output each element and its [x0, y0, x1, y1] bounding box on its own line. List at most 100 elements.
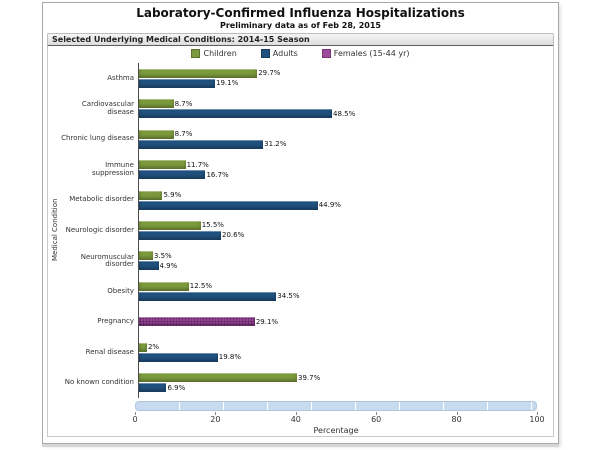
- chart-row: Metabolic disorder 5.9% 44.9%: [61, 184, 537, 216]
- bar-value-label: 16.7%: [206, 170, 229, 179]
- bar-value-label: 19.8%: [218, 353, 242, 362]
- category-bars: 12.5% 34.5%: [138, 276, 537, 307]
- bar-children[interactable]: [139, 220, 201, 230]
- x-tick-label: 100: [529, 415, 545, 424]
- category-label: No known condition: [64, 378, 134, 387]
- bar-value-label: 8.7%: [174, 130, 193, 139]
- x-tick-label: 60: [371, 415, 382, 424]
- legend-item-adults: Adults: [260, 49, 298, 58]
- bar-line-children: 3.5%: [139, 251, 537, 261]
- x-tick-mark: [456, 412, 458, 415]
- x-tick-label: 40: [290, 415, 301, 424]
- category-bars: 5.9% 44.9%: [138, 184, 537, 216]
- chart-row: Cardiovascular disease 8.7% 48.5%: [61, 93, 537, 124]
- bar-value-label: 34.5%: [277, 292, 300, 301]
- x-axis-ticks: 0 20 40 60 80 100: [132, 412, 545, 424]
- legend-label-children: Children: [203, 49, 237, 58]
- bar-adults[interactable]: [139, 170, 206, 180]
- bar-value-label: 48.5%: [333, 109, 356, 118]
- bar-females[interactable]: [139, 317, 255, 327]
- chart-row: Neuromuscular disorder 3.5% 4.9%: [61, 245, 537, 277]
- bar-line-adults: 6.9%: [139, 383, 537, 393]
- bar-adults[interactable]: [139, 383, 167, 393]
- bar-adults[interactable]: [139, 352, 218, 362]
- legend-swatch-children: [191, 49, 201, 58]
- legend-item-children: Children: [191, 49, 237, 58]
- chart-title: Laboratory-Confirmed Influenza Hospitali…: [136, 6, 465, 20]
- bar-line-adults: 19.8%: [139, 352, 537, 362]
- bar-line-adults: 16.7%: [139, 170, 537, 180]
- legend-swatch-adults: [260, 49, 270, 58]
- category-bars: 8.7% 48.5%: [138, 93, 537, 124]
- panel-header: Selected Underlying Medical Conditions: …: [47, 33, 554, 47]
- category-label: Immune suppression: [92, 161, 134, 177]
- chart-row: No known condition 39.7% 6.9%: [61, 367, 537, 398]
- x-tick-mark: [376, 412, 378, 415]
- bar-children[interactable]: [139, 251, 153, 261]
- x-tick-mark: [537, 412, 538, 415]
- bar-line-children: 2%: [139, 342, 537, 352]
- bar-line-children: 12.5%: [139, 281, 537, 291]
- bar-children[interactable]: [139, 68, 258, 78]
- bar-children[interactable]: [139, 373, 297, 383]
- category-label: Pregnancy: [97, 317, 134, 326]
- category-bars: 29.7% 19.1%: [138, 63, 537, 94]
- bar-value-label: 8.7%: [174, 99, 193, 108]
- x-tick-mark: [215, 412, 217, 415]
- bar-children[interactable]: [139, 99, 174, 109]
- bar-value-label: 6.9%: [167, 383, 186, 392]
- bar-line-adults: 19.1%: [139, 78, 537, 88]
- bar-value-label: 15.5%: [201, 221, 224, 230]
- bar-line-children: 8.7%: [139, 129, 537, 139]
- chart-subtitle: Preliminary data as of Feb 28, 2015: [220, 21, 381, 30]
- plot-area: Medical Condition Asthma 29.7% 19.1% Cardio…: [48, 61, 553, 436]
- category-label: Renal disease: [85, 347, 134, 356]
- bar-adults[interactable]: [139, 109, 333, 119]
- bar-grid: Asthma 29.7% 19.1% Cardiovascular disease 8.…: [61, 63, 537, 398]
- bar-value-label: 20.6%: [221, 231, 245, 240]
- category-label: Chronic lung disease: [61, 134, 134, 143]
- category-bars: 8.7% 31.2%: [138, 123, 537, 155]
- bar-value-label: 19.1%: [216, 79, 239, 88]
- bar-children[interactable]: [139, 190, 163, 200]
- category-label: Asthma: [107, 73, 134, 82]
- bar-adults[interactable]: [139, 261, 159, 271]
- bar-value-label: 44.9%: [318, 201, 341, 210]
- category-label: Metabolic disorder: [69, 195, 134, 204]
- chart-row: Neurologic disorder 15.5% 20.6%: [61, 215, 537, 246]
- bar-value-label: 29.7%: [258, 69, 281, 78]
- bar-children[interactable]: [139, 281, 189, 291]
- chart-row: Obesity 12.5% 34.5%: [61, 276, 537, 307]
- chart-row: Immune suppression 11.7% 16.7%: [61, 154, 537, 185]
- category-bars: 15.5% 20.6%: [138, 215, 537, 246]
- bar-adults[interactable]: [139, 230, 221, 240]
- chart-panel: Children Adults Females (15-44 yr) Medical…: [47, 46, 554, 437]
- legend-item-females: Females (15-44 yr): [321, 49, 410, 58]
- category-label: Obesity: [107, 286, 134, 295]
- x-axis-title: Percentage: [313, 426, 359, 435]
- bar-line-adults: 48.5%: [139, 109, 537, 119]
- bar-adults[interactable]: [139, 291, 277, 301]
- chart-window: Laboratory-Confirmed Influenza Hospitali…: [42, 2, 559, 444]
- bar-adults[interactable]: [139, 78, 216, 88]
- category-label: Neuromuscular disorder: [80, 252, 134, 268]
- bar-line-children: 15.5%: [139, 220, 537, 230]
- bar-value-label: 5.9%: [163, 191, 182, 200]
- legend-label-females: Females (15-44 yr): [333, 49, 410, 58]
- bar-line-adults: 31.2%: [139, 139, 537, 149]
- bar-children[interactable]: [139, 160, 186, 170]
- chart-scrollbar[interactable]: [135, 401, 537, 411]
- bar-value-label: 31.2%: [264, 140, 287, 149]
- bar-adults[interactable]: [139, 139, 264, 149]
- x-tick-mark: [135, 412, 136, 415]
- bar-line-children: 39.7%: [139, 373, 537, 383]
- bar-children[interactable]: [139, 342, 147, 352]
- bar-line-children: 8.7%: [139, 99, 537, 109]
- x-axis-zone: 0 20 40 60 80 100 Percentage: [132, 398, 545, 436]
- bar-line-adults: 44.9%: [139, 200, 537, 210]
- x-tick-label: 0: [132, 415, 138, 424]
- bar-children[interactable]: [139, 129, 174, 139]
- category-bars: 29.1%: [138, 306, 537, 338]
- bar-adults[interactable]: [139, 200, 318, 210]
